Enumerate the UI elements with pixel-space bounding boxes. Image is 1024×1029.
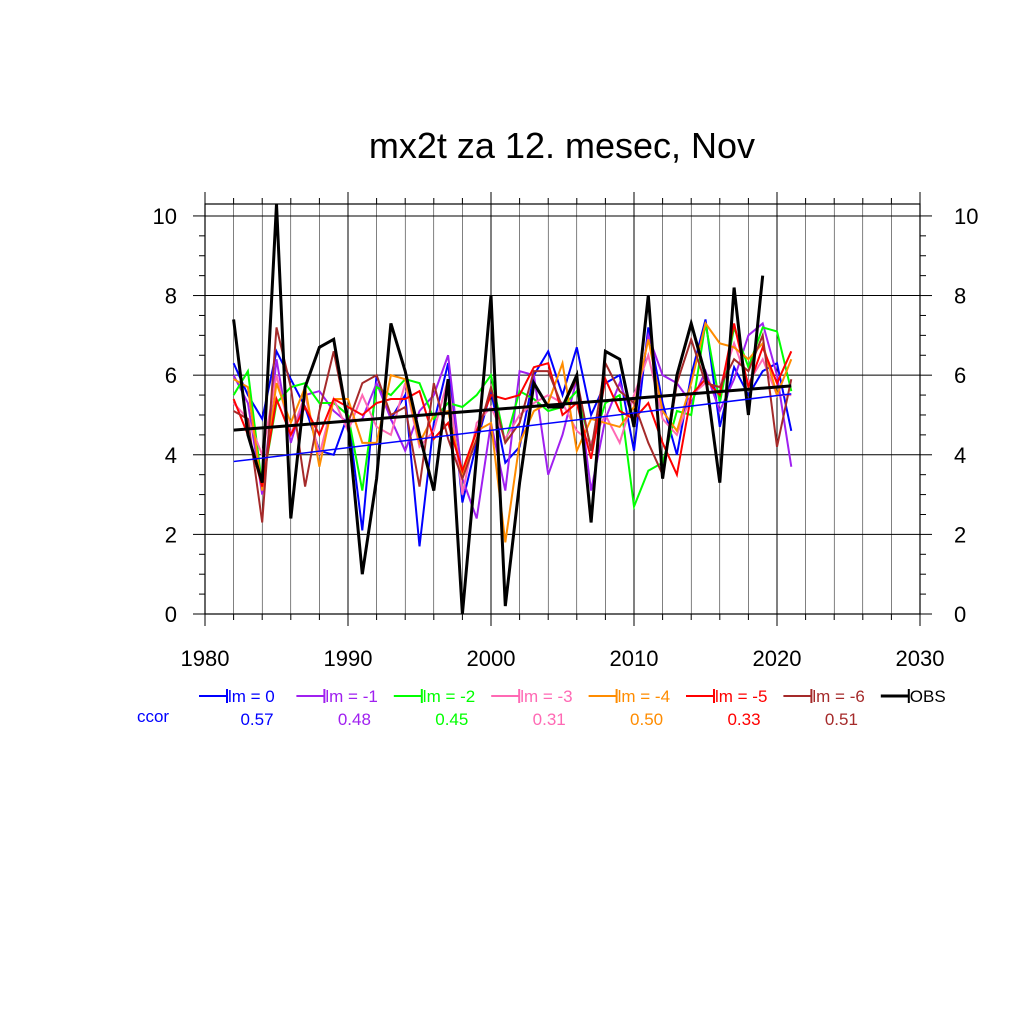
series-line-lm-6 bbox=[233, 327, 793, 523]
legend-ccor-value: 0.45 bbox=[435, 710, 468, 729]
trend-line bbox=[233, 384, 792, 432]
series-layer bbox=[232, 203, 793, 615]
legend-label: lm = -2 bbox=[423, 687, 475, 706]
legend-label: lm = 0 bbox=[228, 687, 275, 706]
x-tick-label: 2010 bbox=[610, 646, 659, 671]
y-tick-label-right: 4 bbox=[954, 443, 966, 468]
legend-ccor-value: 0.50 bbox=[630, 710, 663, 729]
legend-label: lm = -5 bbox=[715, 687, 767, 706]
legend: ccor lm = 0 0.57 lm = -1 0.48 lm = -2 0.45 lm =… bbox=[137, 687, 946, 729]
legend-ccor-value: 0.31 bbox=[533, 710, 566, 729]
ccor-label: ccor bbox=[137, 707, 169, 726]
legend-ccor-value: 0.33 bbox=[727, 710, 760, 729]
x-tick-label: 1980 bbox=[181, 646, 230, 671]
legend-ccor-value: 0.57 bbox=[240, 710, 273, 729]
axes-layer: 1980 1990 2000 2010 2020 2030 0 0 2 2 4 4 6 6 8 8 10 10 bbox=[153, 192, 978, 671]
trend-line bbox=[233, 393, 792, 463]
y-tick-label-left: 0 bbox=[165, 602, 177, 627]
legend-label: lm = -1 bbox=[325, 687, 377, 706]
chart-title: mx2t za 12. mesec, Nov bbox=[369, 125, 755, 166]
y-tick-label-left: 8 bbox=[165, 284, 177, 309]
y-tick-label-right: 10 bbox=[954, 204, 978, 229]
legend-ccor-value: 0.48 bbox=[338, 710, 371, 729]
series-line-obs bbox=[232, 203, 765, 615]
x-tick-label: 2000 bbox=[467, 646, 516, 671]
y-tick-label-left: 2 bbox=[165, 522, 177, 547]
legend-label: OBS bbox=[910, 687, 946, 706]
y-tick-label-left: 6 bbox=[165, 363, 177, 388]
legend-label: lm = -3 bbox=[520, 687, 572, 706]
y-tick-label-right: 2 bbox=[954, 522, 966, 547]
legend-label: lm = -4 bbox=[618, 687, 670, 706]
x-tick-label: 2030 bbox=[896, 646, 945, 671]
series-line-lm-3 bbox=[232, 340, 792, 495]
series-line-lm-2 bbox=[232, 323, 793, 511]
y-tick-label-right: 6 bbox=[954, 363, 966, 388]
y-tick-label-right: 0 bbox=[954, 602, 966, 627]
x-tick-label: 1990 bbox=[324, 646, 373, 671]
series-line-lm-5 bbox=[232, 323, 793, 487]
x-tick-label: 2020 bbox=[753, 646, 802, 671]
legend-ccor-value: 0.51 bbox=[825, 710, 858, 729]
y-tick-label-right: 8 bbox=[954, 284, 966, 309]
plot-frame bbox=[204, 203, 921, 615]
legend-label: lm = -6 bbox=[812, 687, 864, 706]
y-tick-label-left: 4 bbox=[165, 443, 177, 468]
y-tick-label-left: 10 bbox=[153, 204, 177, 229]
